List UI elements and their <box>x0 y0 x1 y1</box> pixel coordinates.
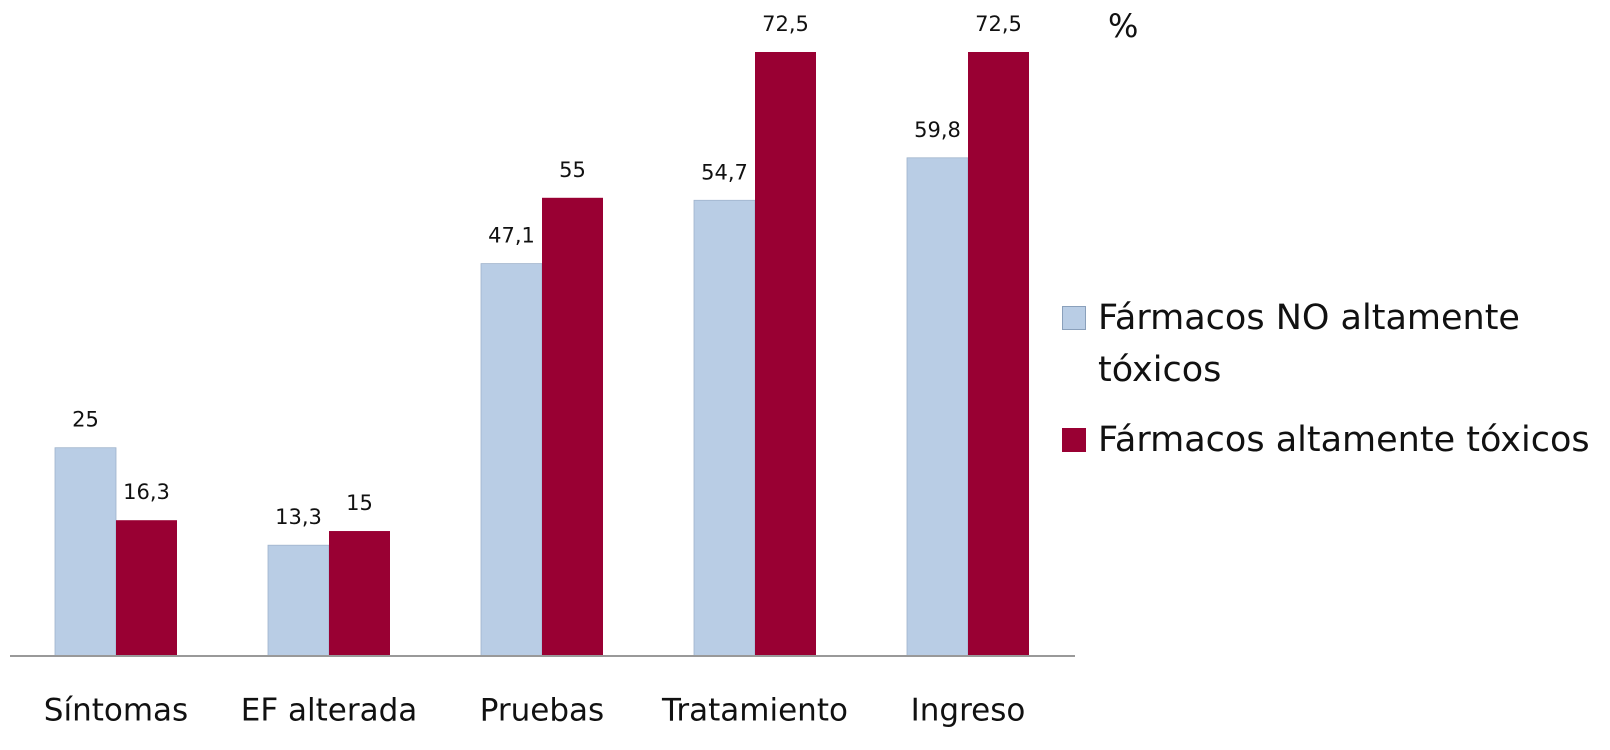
bar <box>968 52 1029 656</box>
legend-label: Fármacos altamente tóxicos <box>1098 420 1590 460</box>
data-label: 72,5 <box>762 12 809 36</box>
bar <box>906 157 969 657</box>
legend-item: Fármacos NO altamente tóxicos <box>1062 292 1602 396</box>
data-label: 55 <box>559 158 586 182</box>
data-label: 15 <box>346 491 373 515</box>
data-label: 13,3 <box>275 505 322 529</box>
legend-item: Fármacos altamente tóxicos <box>1062 414 1602 466</box>
bar <box>116 520 177 656</box>
bar <box>542 197 603 657</box>
data-label: 16,3 <box>123 480 170 504</box>
bar <box>267 544 330 657</box>
data-label: 25 <box>72 408 99 432</box>
x-tick-label: Pruebas <box>480 693 604 729</box>
data-label: 47,1 <box>488 224 535 248</box>
bar <box>755 52 816 656</box>
legend-swatch <box>1062 306 1086 330</box>
bar <box>480 263 543 657</box>
data-label: 59,8 <box>914 118 961 142</box>
y-unit: % <box>1108 7 1138 45</box>
legend-swatch <box>1062 428 1086 452</box>
legend: Fármacos NO altamente tóxicos Fármacos al… <box>1062 292 1602 484</box>
bar <box>54 447 117 657</box>
legend-label: Fármacos NO altamente tóxicos <box>1098 298 1520 390</box>
x-tick-label: Tratamiento <box>661 693 848 729</box>
bar <box>329 531 390 656</box>
x-tick-label: Ingreso <box>911 693 1026 729</box>
x-tick-label: EF alterada <box>241 693 418 729</box>
data-label: 54,7 <box>701 160 748 184</box>
bar <box>693 199 756 657</box>
x-tick-label: Síntomas <box>44 693 188 729</box>
data-label: 72,5 <box>975 12 1022 36</box>
